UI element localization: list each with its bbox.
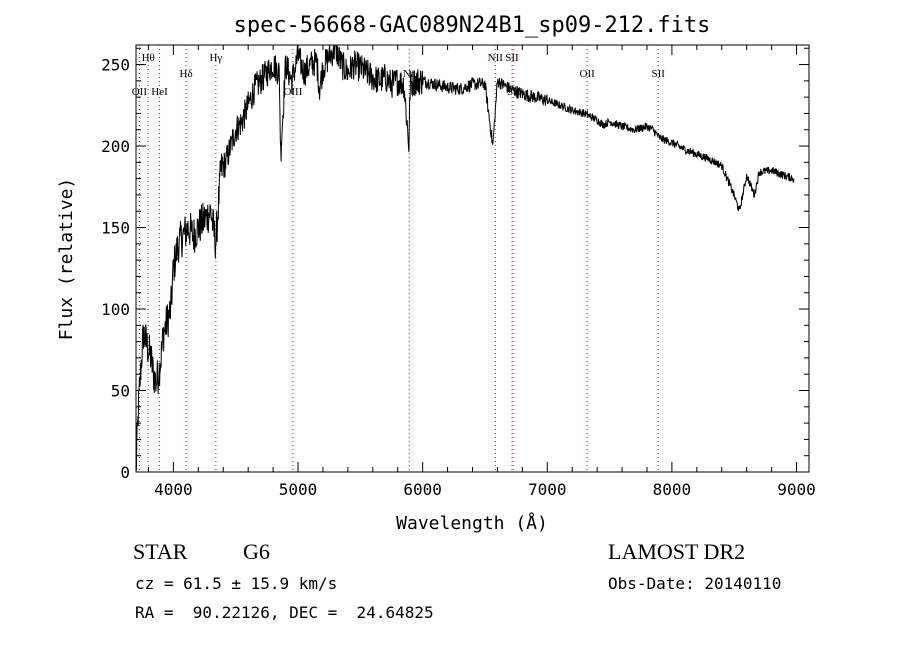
- subclass-label: G6: [243, 539, 270, 564]
- line-marker-label: Hθ: [142, 52, 155, 64]
- line-marker-label: OII: [132, 86, 148, 98]
- chart-title: spec-56668-GAC089N24B1_sp09-212.fits: [234, 13, 711, 38]
- line-marker-label: Hγ: [209, 52, 222, 64]
- line-marker-label: OII: [580, 68, 596, 80]
- x-tick-label: 7000: [528, 480, 567, 499]
- x-axis-label: Wavelength (Å): [396, 512, 548, 534]
- y-tick-label: 150: [101, 219, 130, 238]
- spectrum-line: [135, 44, 795, 470]
- class-label: STAR: [133, 539, 188, 564]
- y-tick-label: 0: [120, 463, 130, 482]
- line-marker-label: HeI: [151, 86, 168, 98]
- x-tick-label: 8000: [653, 480, 692, 499]
- plot-frame: [135, 44, 810, 473]
- x-tick-label: 6000: [403, 480, 442, 499]
- line-marker-label: SII: [651, 68, 665, 80]
- y-axis-label: Flux (relative): [56, 178, 77, 341]
- x-tick-label: 5000: [279, 480, 318, 499]
- line-marker-label: OIII: [283, 86, 302, 98]
- obs-date-label: Obs-Date: 20140110: [608, 574, 782, 593]
- y-tick-label: 200: [101, 137, 130, 156]
- axes: 4000 5000 6000 7000 8000 9000 0 50 100 150 200 250: [101, 45, 816, 499]
- y-tick-label: 100: [101, 300, 130, 319]
- survey-label: LAMOST DR2: [608, 539, 746, 564]
- coordinates-label: RA = 90.22126, DEC = 24.64825: [135, 603, 434, 622]
- y-tick-label: 250: [101, 56, 130, 75]
- line-marker-label: SII: [505, 52, 519, 64]
- line-marker-label: NII: [488, 52, 504, 64]
- redshift-label: cz = 61.5 ± 15.9 km/s: [135, 574, 338, 593]
- spectrum-series: [135, 44, 795, 470]
- y-tick-label: 50: [111, 382, 130, 401]
- x-tick-label: 9000: [777, 480, 816, 499]
- x-tick-label: 4000: [154, 480, 193, 499]
- line-marker-label: Na: [403, 68, 416, 80]
- line-marker-label: Hδ: [180, 68, 193, 80]
